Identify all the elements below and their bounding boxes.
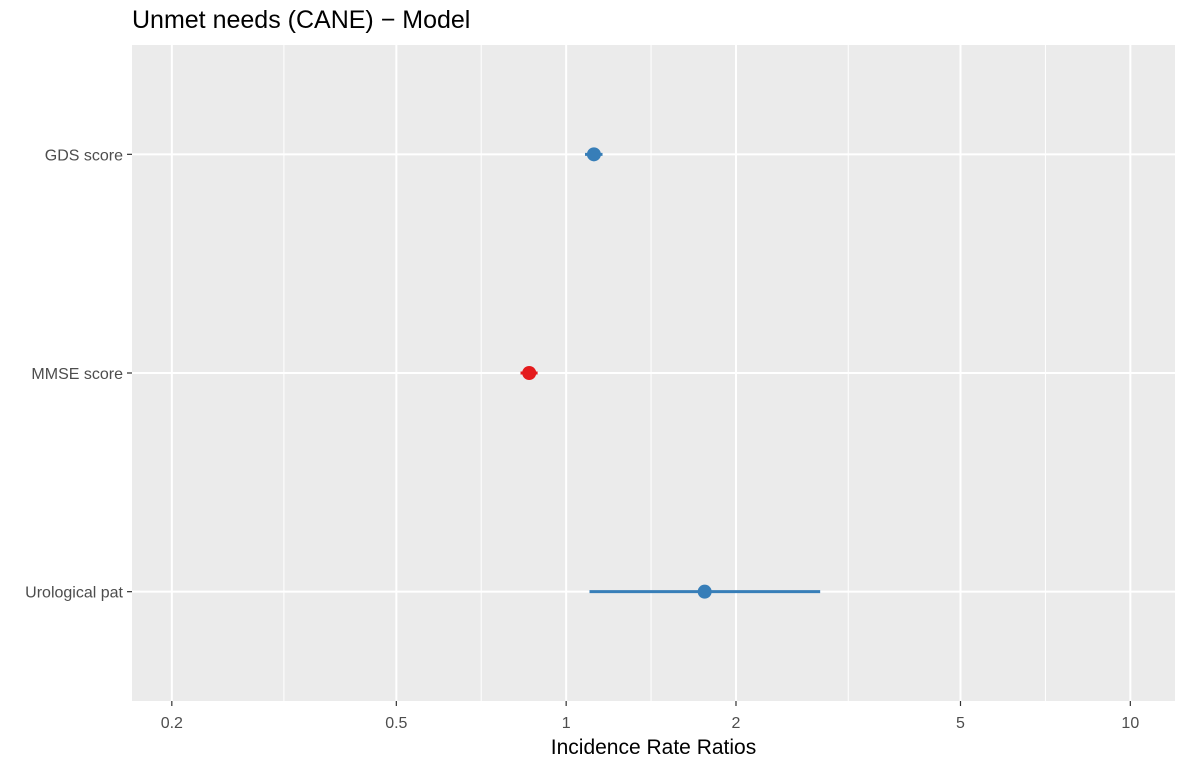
estimate-point <box>697 584 712 599</box>
x-axis: 0.2 0.5 1 2 5 10 <box>161 701 1139 732</box>
y-tick-label: GDS score <box>45 147 123 164</box>
chart-title: Unmet needs (CANE) − Model <box>132 6 470 34</box>
y-tick-label: MMSE score <box>31 366 123 383</box>
x-tick-label: 0.5 <box>385 715 407 732</box>
x-tick-label: 0.2 <box>161 715 183 732</box>
y-tick-label: Urological pat <box>25 585 123 602</box>
x-tick-label: 5 <box>956 715 965 732</box>
x-tick-label: 10 <box>1121 715 1139 732</box>
x-axis-title: Incidence Rate Ratios <box>551 736 756 759</box>
x-tick-label: 1 <box>562 715 571 732</box>
estimate-point <box>586 147 601 162</box>
estimates-layer <box>520 147 821 599</box>
y-axis: GDS score MMSE score Urological pat <box>25 147 132 602</box>
x-tick-label: 2 <box>732 715 741 732</box>
estimate-point <box>522 366 537 380</box>
